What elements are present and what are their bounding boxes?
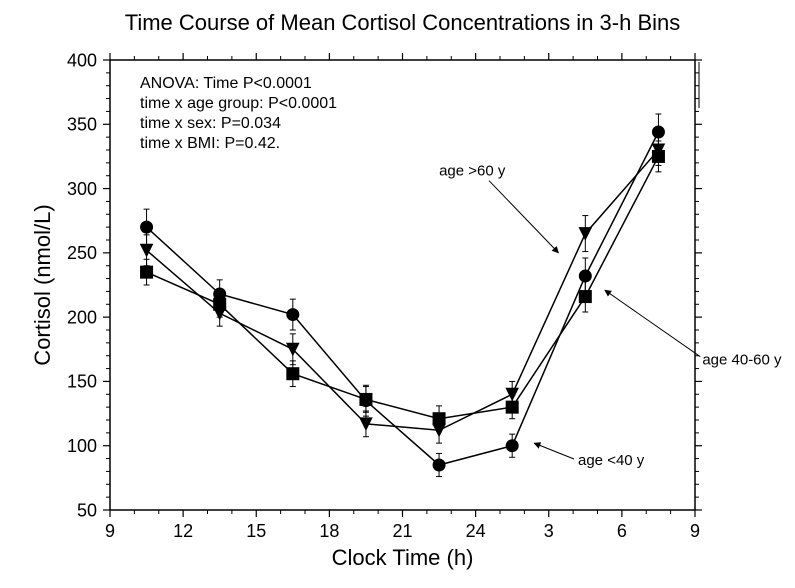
y-tick-label: 100 xyxy=(67,436,97,456)
y-tick-label: 350 xyxy=(67,115,97,135)
chart-container: Time Course of Mean Cortisol Concentrati… xyxy=(0,0,795,588)
x-tick-label: 9 xyxy=(105,521,115,541)
annotation-age-40-60: age 40-60 y xyxy=(702,352,782,369)
cortisol-chart: Time Course of Mean Cortisol Concentrati… xyxy=(0,0,795,588)
y-tick-label: 300 xyxy=(67,179,97,199)
x-tick-label: 9 xyxy=(690,521,700,541)
annotation-age-gt-60: age >60 y xyxy=(439,163,506,180)
chart-title: Time Course of Mean Cortisol Concentrati… xyxy=(125,10,681,35)
x-tick-label: 3 xyxy=(544,521,554,541)
x-tick-label: 24 xyxy=(466,521,486,541)
y-tick-label: 50 xyxy=(77,500,97,520)
y-tick-label: 250 xyxy=(67,243,97,263)
x-tick-label: 18 xyxy=(319,521,339,541)
x-axis-label: Clock Time (h) xyxy=(332,545,474,570)
x-tick-label: 12 xyxy=(173,521,193,541)
annotation-age-lt-40: age <40 y xyxy=(578,452,645,469)
y-axis-label: Cortisol (nmol/L) xyxy=(30,204,55,365)
anova-text: time x sex: P=0.034 xyxy=(140,115,281,132)
anova-text: ANOVA: Time P<0.0001 xyxy=(140,75,312,92)
anova-text: time x BMI: P=0.42. xyxy=(140,135,280,152)
y-tick-label: 150 xyxy=(67,372,97,392)
y-tick-label: 400 xyxy=(67,50,97,70)
x-tick-label: 6 xyxy=(617,521,627,541)
x-tick-label: 15 xyxy=(246,521,266,541)
anova-text: time x age group: P<0.0001 xyxy=(140,95,337,112)
y-tick-label: 200 xyxy=(67,307,97,327)
x-tick-label: 21 xyxy=(392,521,412,541)
